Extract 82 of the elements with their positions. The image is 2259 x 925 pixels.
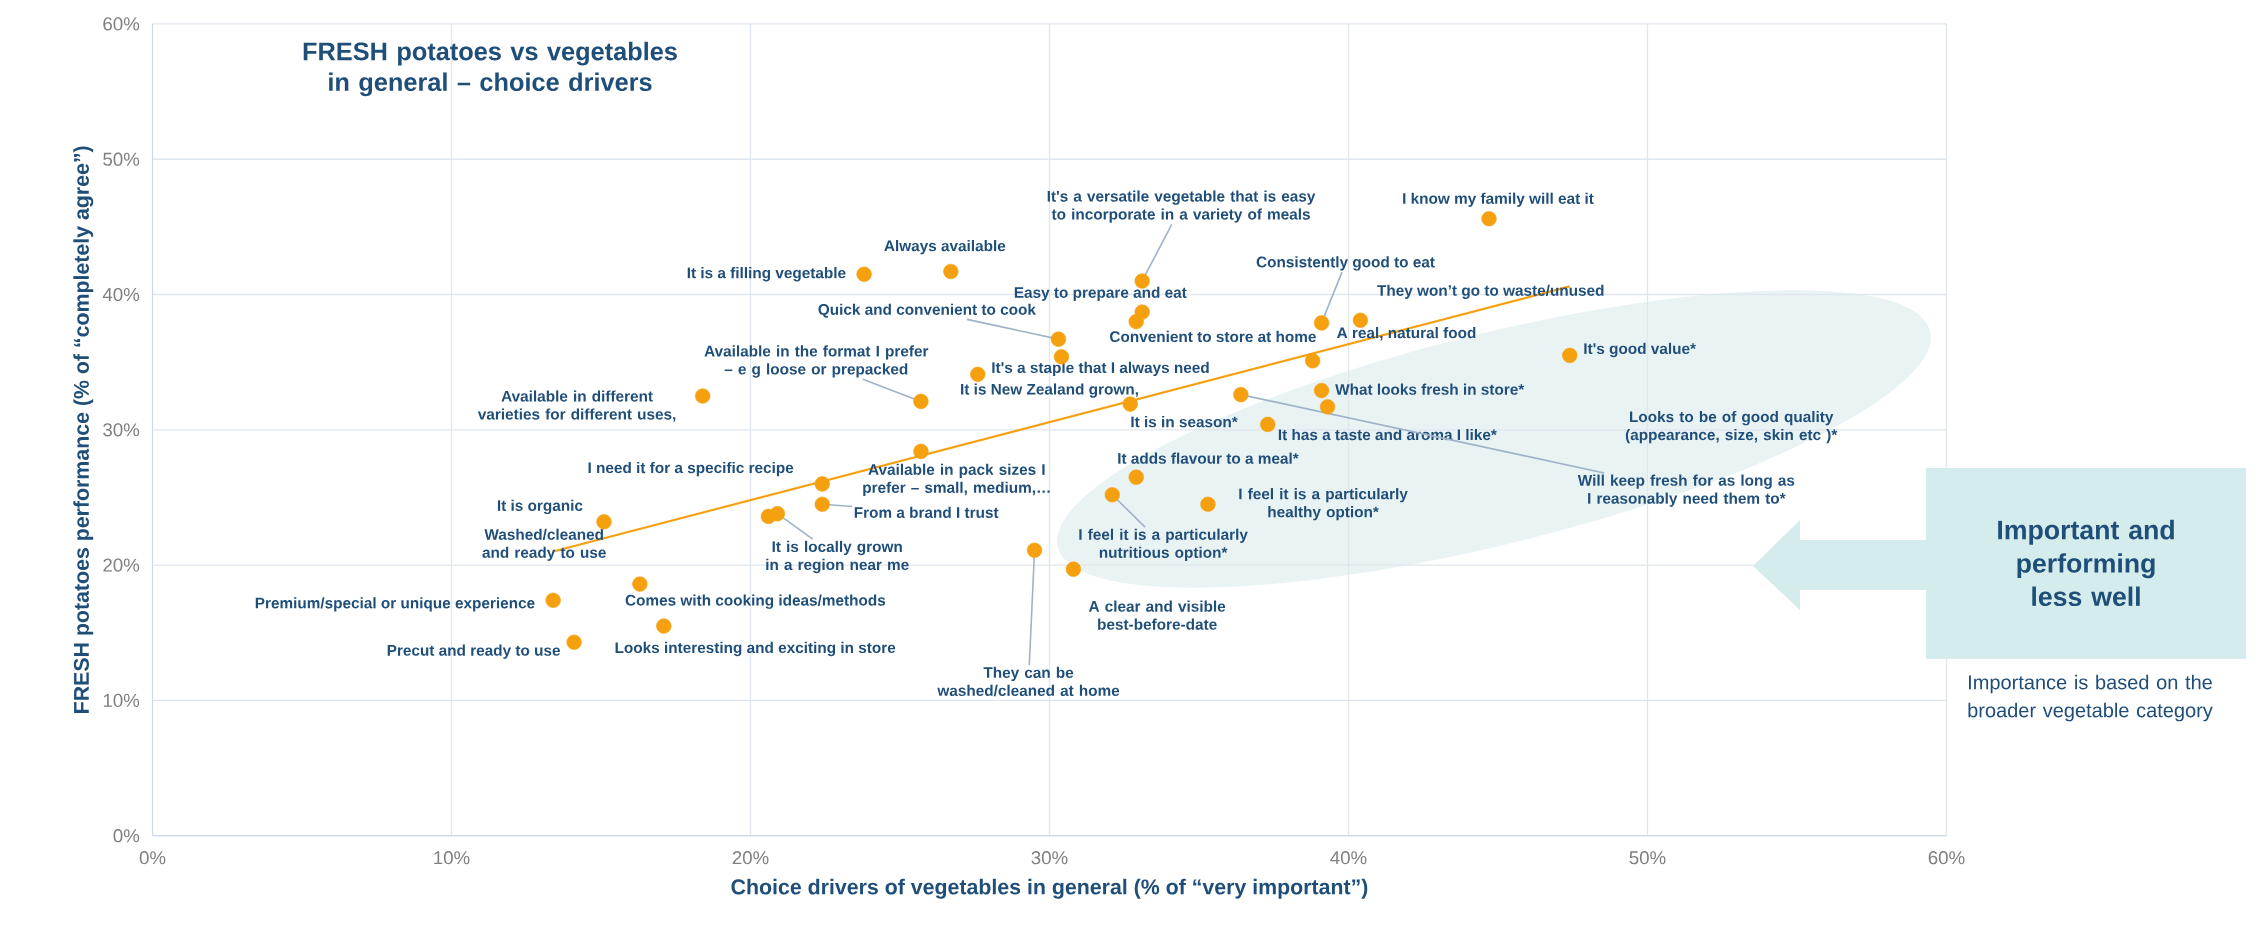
point <box>1352 312 1369 328</box>
point <box>814 496 830 512</box>
annotation: It is New Zealand grown, <box>961 383 1138 398</box>
point <box>913 393 929 409</box>
y-tick-label: 60% <box>103 17 140 31</box>
point <box>769 506 786 522</box>
point <box>1065 561 1082 577</box>
x-tick-label: 40% <box>1330 851 1367 865</box>
point <box>1128 469 1144 485</box>
point <box>695 388 711 404</box>
annotation: I know my family will eat it <box>1403 192 1594 207</box>
annotation: It's a versatile vegetable that is easy to incorporate in a variety of meals <box>1047 190 1316 223</box>
annotation: It is in season* <box>1131 416 1238 428</box>
y-tick-label: 40% <box>102 287 140 302</box>
annotation: It is locally grown in a region near me <box>766 540 909 574</box>
x-tick-label: 20% <box>732 851 769 865</box>
annotation: I feel it is a particularly healthy option* <box>1239 488 1408 521</box>
annotation: Always available <box>884 240 1006 255</box>
y-tick-label: 0% <box>113 829 140 843</box>
point <box>1305 353 1321 369</box>
annotation: I need it for a specific recipe <box>588 461 794 477</box>
annotation: I feel it is a particularly nutritious option* <box>1079 528 1248 561</box>
text: Important and performing less well <box>1998 519 2174 607</box>
annotation: Looks to be of good quality (appearance, size, skin etc )* <box>1625 410 1838 444</box>
y-tick-label: 30% <box>103 423 140 437</box>
y-axis-title: FRESH potatoes performance (% of “completely agree”) <box>73 146 94 713</box>
point <box>1050 331 1067 347</box>
point <box>913 443 929 460</box>
annotation: It adds flavour to a meal* <box>1118 452 1299 464</box>
x-tick-label: 10% <box>434 851 470 865</box>
annotation: It's good value* <box>1584 342 1696 358</box>
point <box>1481 211 1497 227</box>
annotation: Precut and ready to use <box>387 644 560 659</box>
annotation: Available in the format I prefer – e g loose or prepacked <box>704 345 929 378</box>
annotation: Quick and convenient to cook <box>818 303 1036 318</box>
annotation: Will keep fresh for as long as I reasonably need them to* <box>1577 474 1795 507</box>
x-tick-label: 0% <box>139 851 166 865</box>
point <box>814 476 830 492</box>
annotation: Comes with cooking ideas/methods <box>625 594 886 609</box>
annotation: Available in different varieties for different uses, <box>477 390 676 422</box>
annotation: From a brand I trust <box>854 506 999 518</box>
x-tick-label: 50% <box>1629 851 1666 865</box>
point <box>856 266 872 282</box>
annotation: It's a staple that I always need <box>992 361 1209 377</box>
annotation: Easy to prepare and eat <box>1014 286 1187 301</box>
annotation: It is organic <box>497 499 583 515</box>
annotation: Consistently good to eat <box>1256 256 1435 271</box>
point <box>1313 315 1330 331</box>
point <box>566 634 582 650</box>
point <box>1104 487 1120 503</box>
x-tick-label: 60% <box>1928 851 1965 865</box>
annotation: They can be washed/cleaned at home <box>937 666 1120 697</box>
annotation: A real, natural food <box>1337 327 1476 341</box>
annotation: Washed/cleaned and ready to use <box>482 528 606 561</box>
x-tick-label: 30% <box>1031 851 1068 865</box>
point <box>596 514 612 530</box>
point <box>1260 416 1276 432</box>
annotation: Looks interesting and exciting in store <box>615 641 896 657</box>
y-tick-label: 10% <box>103 693 140 708</box>
y-tick-label: 50% <box>103 152 140 166</box>
point <box>1026 542 1043 558</box>
point <box>1200 496 1216 512</box>
point <box>656 618 672 634</box>
text: Importance is based on the broader vegetable category <box>1968 674 2213 722</box>
point <box>943 263 959 280</box>
point <box>1128 313 1144 330</box>
point <box>545 592 561 608</box>
point <box>1233 387 1249 403</box>
annotation: Premium/special or unique experience <box>255 597 535 612</box>
point <box>970 366 986 382</box>
annotation: What looks fresh in store* <box>1335 383 1525 395</box>
annotation: It is a filling vegetable <box>687 267 846 282</box>
point <box>1562 347 1578 363</box>
point <box>1313 382 1330 399</box>
annotation: Available in pack sizes I prefer – small, medium,… <box>863 463 1050 497</box>
point <box>632 576 648 592</box>
text: FRESH potatoes vs vegetables in general – choice drivers <box>303 41 677 97</box>
x-axis-title: Choice drivers of vegetables in general (% of “very important”) <box>731 878 1368 899</box>
point <box>1319 399 1336 415</box>
annotation: Convenient to store at home <box>1110 330 1316 343</box>
annotation: A clear and visible best-before-date <box>1088 600 1226 630</box>
y-tick-label: 20% <box>103 558 140 572</box>
